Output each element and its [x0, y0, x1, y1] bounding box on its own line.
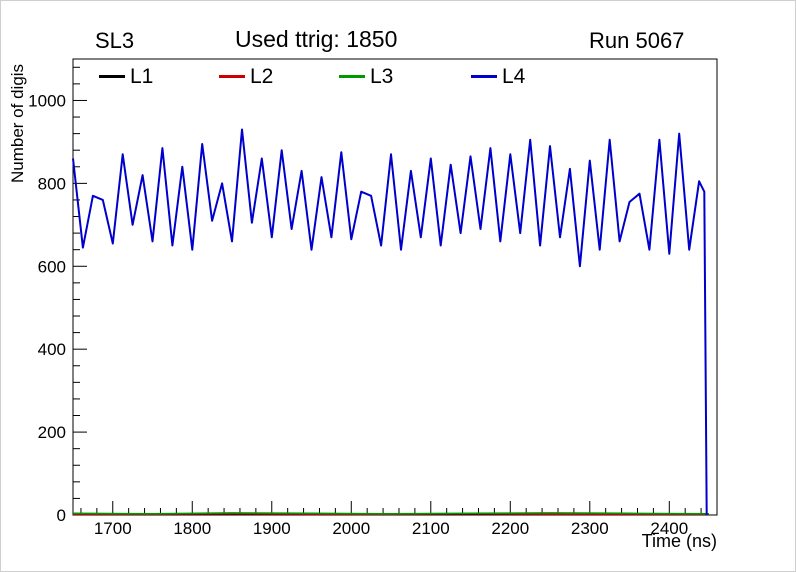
x-axis-tick-label: 2100	[412, 519, 450, 538]
y-axis-tick-label: 200	[38, 423, 66, 442]
y-axis-tick-label: 400	[38, 340, 66, 359]
y-axis-tick-label: 600	[38, 257, 66, 276]
x-axis-tick-label: 2200	[491, 519, 529, 538]
x-axis-tick-label: 1700	[94, 519, 132, 538]
x-axis-tick-label: 2000	[332, 519, 370, 538]
plot-frame	[72, 58, 718, 516]
x-axis-tick-label: 1900	[253, 519, 291, 538]
y-axis-tick-label: 0	[57, 506, 66, 525]
x-axis-title: Time (ns)	[642, 531, 717, 551]
pad-title: SL3	[95, 28, 135, 53]
x-axis-tick-label: 2300	[571, 519, 609, 538]
series-line-L4	[72, 128, 708, 516]
x-axis-tick-label: 2400	[650, 519, 688, 538]
used-ttrig-title: Used ttrig: 1850	[235, 26, 398, 52]
y-axis-title: Number of digis	[8, 64, 27, 183]
series-line-L3	[72, 512, 710, 515]
y-axis-tick-label: 800	[38, 174, 66, 193]
x-axis-tick-label: 1800	[173, 519, 211, 538]
y-axis-tick-label: 1000	[28, 91, 66, 110]
run-number-title: Run 5067	[589, 28, 685, 53]
